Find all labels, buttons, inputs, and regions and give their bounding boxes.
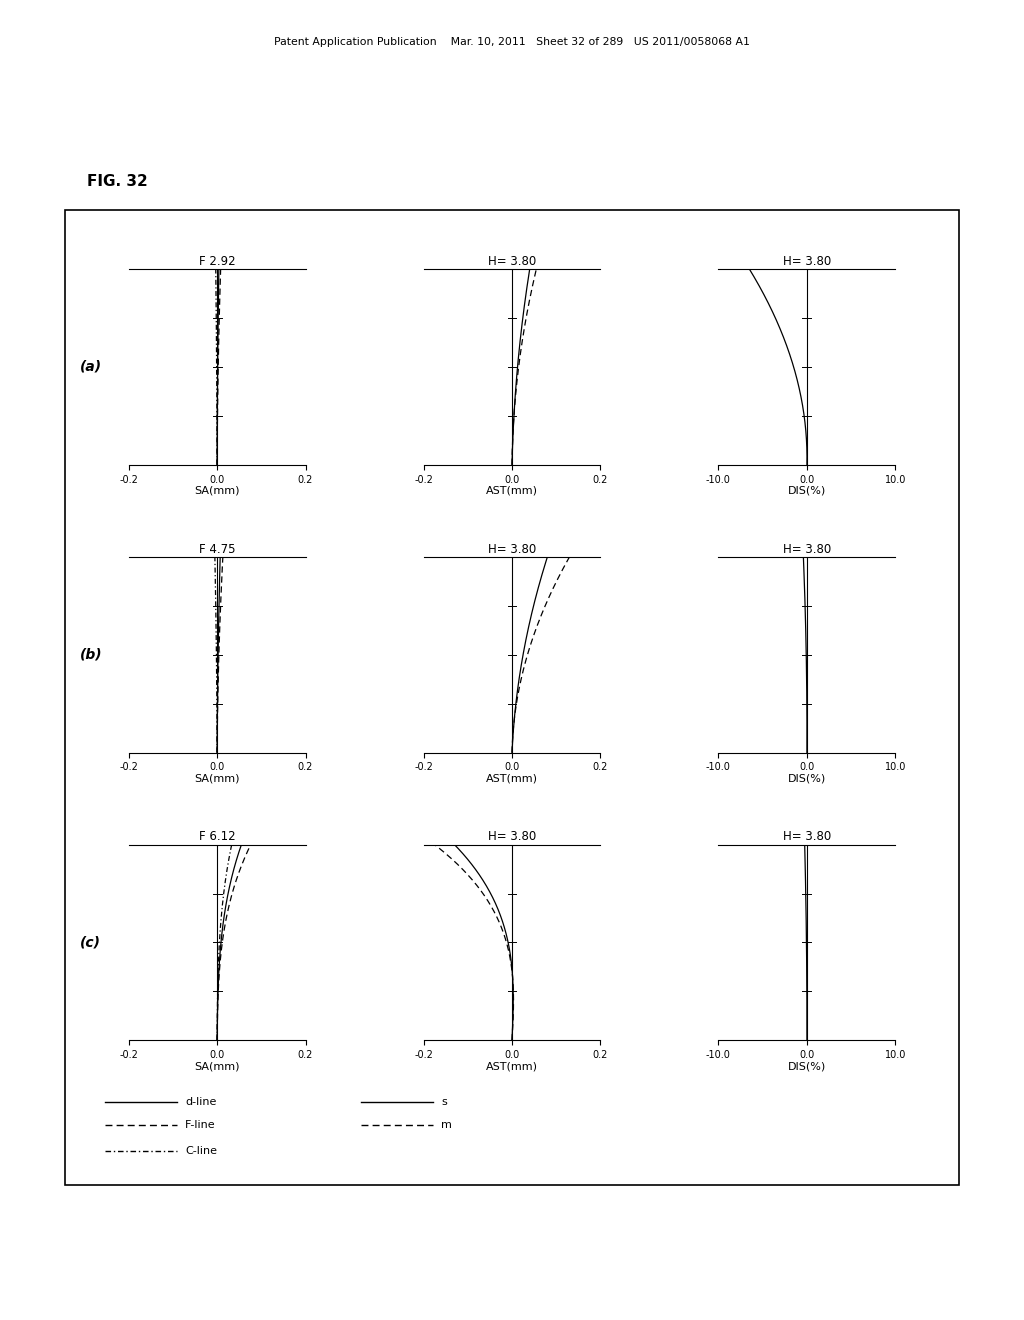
Text: (c): (c) <box>80 936 101 949</box>
X-axis label: DIS(%): DIS(%) <box>787 486 826 496</box>
Title: F 6.12: F 6.12 <box>199 830 236 843</box>
X-axis label: SA(mm): SA(mm) <box>195 486 240 496</box>
Title: H= 3.80: H= 3.80 <box>782 543 831 556</box>
Title: F 2.92: F 2.92 <box>199 255 236 268</box>
X-axis label: SA(mm): SA(mm) <box>195 1061 240 1072</box>
Text: Patent Application Publication    Mar. 10, 2011   Sheet 32 of 289   US 2011/0058: Patent Application Publication Mar. 10, … <box>274 37 750 48</box>
X-axis label: DIS(%): DIS(%) <box>787 774 826 784</box>
Text: (b): (b) <box>80 648 102 661</box>
Text: d-line: d-line <box>185 1097 217 1107</box>
X-axis label: DIS(%): DIS(%) <box>787 1061 826 1072</box>
Text: F-line: F-line <box>185 1119 216 1130</box>
Text: m: m <box>441 1119 453 1130</box>
Title: H= 3.80: H= 3.80 <box>487 830 537 843</box>
X-axis label: AST(mm): AST(mm) <box>486 1061 538 1072</box>
Title: H= 3.80: H= 3.80 <box>487 255 537 268</box>
Title: H= 3.80: H= 3.80 <box>782 830 831 843</box>
Title: F 4.75: F 4.75 <box>199 543 236 556</box>
X-axis label: AST(mm): AST(mm) <box>486 774 538 784</box>
Text: FIG. 32: FIG. 32 <box>87 174 147 189</box>
Text: C-line: C-line <box>185 1146 217 1156</box>
Text: (a): (a) <box>80 360 102 374</box>
Title: H= 3.80: H= 3.80 <box>487 543 537 556</box>
Text: s: s <box>441 1097 447 1107</box>
X-axis label: AST(mm): AST(mm) <box>486 486 538 496</box>
Title: H= 3.80: H= 3.80 <box>782 255 831 268</box>
X-axis label: SA(mm): SA(mm) <box>195 774 240 784</box>
